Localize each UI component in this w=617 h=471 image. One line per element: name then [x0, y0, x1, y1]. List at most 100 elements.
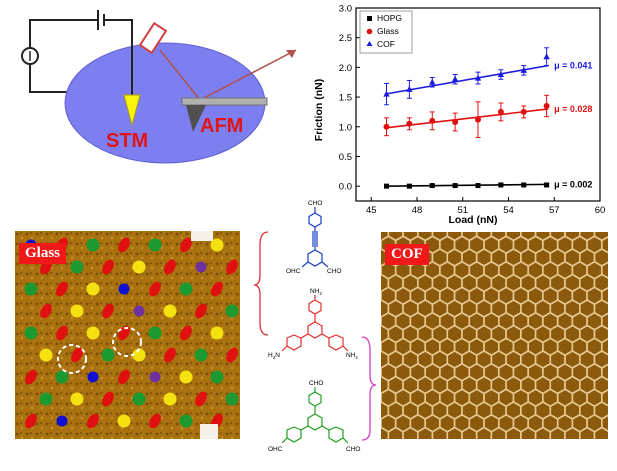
trialdehyde-molecule — [281, 387, 349, 444]
glass-mu-label: μ = 0.028 — [554, 104, 592, 114]
nh2-top-sub: 2 — [319, 291, 322, 296]
lattice-spot — [132, 348, 146, 362]
lattice-spot — [149, 281, 161, 297]
cof-mu-label: μ = 0.041 — [554, 61, 592, 71]
hopg-point — [384, 183, 389, 189]
lattice-spot — [70, 304, 84, 318]
lattice-spot — [102, 303, 114, 319]
hopg-point — [498, 182, 504, 188]
lattice-spot — [56, 325, 68, 341]
hopg-point — [406, 183, 412, 189]
lattice-spot — [70, 392, 84, 406]
reflected-beam — [199, 49, 297, 101]
legend-glass: Glass — [377, 26, 399, 36]
lattice-spot — [225, 392, 239, 406]
lattice-spot — [210, 238, 224, 252]
lattice-spot — [24, 326, 38, 340]
lattice-spot — [39, 392, 53, 406]
glass-point — [543, 102, 550, 109]
lattice-spot — [118, 369, 130, 385]
cho-top: CHO — [308, 200, 322, 207]
lattice-spot — [149, 371, 161, 383]
lattice-spot — [195, 303, 207, 319]
lattice-spot — [70, 260, 84, 274]
cof-point — [543, 53, 550, 60]
lattice-spot — [163, 304, 177, 318]
y-tick-label: 3.0 — [339, 4, 352, 15]
lattice-spot — [133, 305, 145, 317]
glass-point — [475, 116, 481, 123]
cof-point — [383, 90, 390, 97]
hopg-point — [521, 182, 527, 188]
nh2-right: NH2 — [346, 352, 358, 360]
lattice-spot — [226, 347, 238, 363]
lattice-spot — [164, 259, 176, 275]
stm-label: STM — [106, 130, 148, 152]
cof-label: COF — [385, 244, 429, 265]
laser-icon — [138, 21, 168, 55]
stm-afm-schematic: STM AFM — [0, 0, 300, 200]
cho-right: CHO — [327, 268, 341, 275]
lattice-spot — [56, 415, 68, 427]
nh2-right-base: NH — [346, 352, 356, 359]
cof-point — [497, 71, 505, 78]
x-tick-label: 54 — [503, 205, 514, 216]
lattice-spot — [132, 392, 146, 406]
h2n-left-tail: N — [275, 352, 280, 359]
lattice-spot — [87, 371, 99, 383]
lattice-spot — [179, 282, 193, 296]
lattice-spot — [180, 237, 192, 253]
circuit-wire — [29, 19, 98, 48]
cof-point — [429, 78, 436, 85]
x-tick-label: 57 — [549, 205, 560, 216]
friction-chart: 45 48 51 54 57 60 0.0 0.5 1.0 1.5 2.0 2.5 3.0 μ = 0.… — [300, 0, 617, 230]
lattice-spot — [211, 281, 223, 297]
y-tick-label: 0.0 — [339, 182, 352, 193]
y-tick-label: 2.5 — [339, 33, 352, 44]
y-tick-label: 1.0 — [339, 122, 352, 133]
lattice-spot — [194, 348, 208, 362]
lattice-spot — [180, 325, 192, 341]
glass-point — [497, 108, 504, 115]
lattice-spot — [210, 370, 224, 384]
glass-label: Glass — [19, 243, 67, 264]
lattice-spot — [86, 326, 100, 340]
cof-point — [474, 74, 482, 81]
afm-cantilever — [181, 97, 268, 106]
lattice-spot — [149, 413, 161, 429]
hopg-point — [429, 183, 435, 189]
plot-frame — [355, 7, 601, 202]
cof-afm-image: COF — [358, 209, 617, 459]
hopg-fit-line — [384, 183, 549, 187]
lattice-spot — [56, 281, 68, 297]
lattice-spot — [86, 238, 100, 252]
legend-cof: COF — [377, 39, 395, 49]
glass-point — [406, 120, 413, 127]
glass-point — [429, 117, 436, 124]
hopg-point — [452, 183, 458, 189]
lattice-spot — [179, 414, 193, 428]
nh2-top: NH2 — [310, 288, 322, 296]
lattice-spot — [148, 238, 162, 252]
glass-point — [520, 108, 527, 115]
lattice-spot — [164, 347, 176, 363]
cof-fit-line — [384, 64, 549, 95]
y-tick-label: 0.5 — [339, 152, 352, 163]
afm-tip-icon — [186, 105, 206, 132]
lattice-spot — [132, 260, 146, 274]
lattice-spot — [86, 282, 100, 296]
arrow-icon — [286, 50, 296, 58]
lattice-spot — [226, 259, 238, 275]
lattice-spot — [195, 261, 207, 273]
lattice-spot — [118, 237, 130, 253]
hopg-point — [544, 182, 550, 188]
chemical-structures: CHO OHC CHO NH2 H2N NH2 — [240, 195, 390, 466]
x-tick-label: 45 — [366, 205, 377, 216]
lattice-spot — [117, 414, 131, 428]
afm-label: AFM — [200, 115, 243, 137]
lattice-spot — [102, 391, 114, 407]
lattice-spot — [148, 326, 162, 340]
lattice-spot — [118, 283, 130, 295]
lattice-spot — [25, 413, 37, 429]
h2n-left: H2N — [268, 352, 280, 360]
